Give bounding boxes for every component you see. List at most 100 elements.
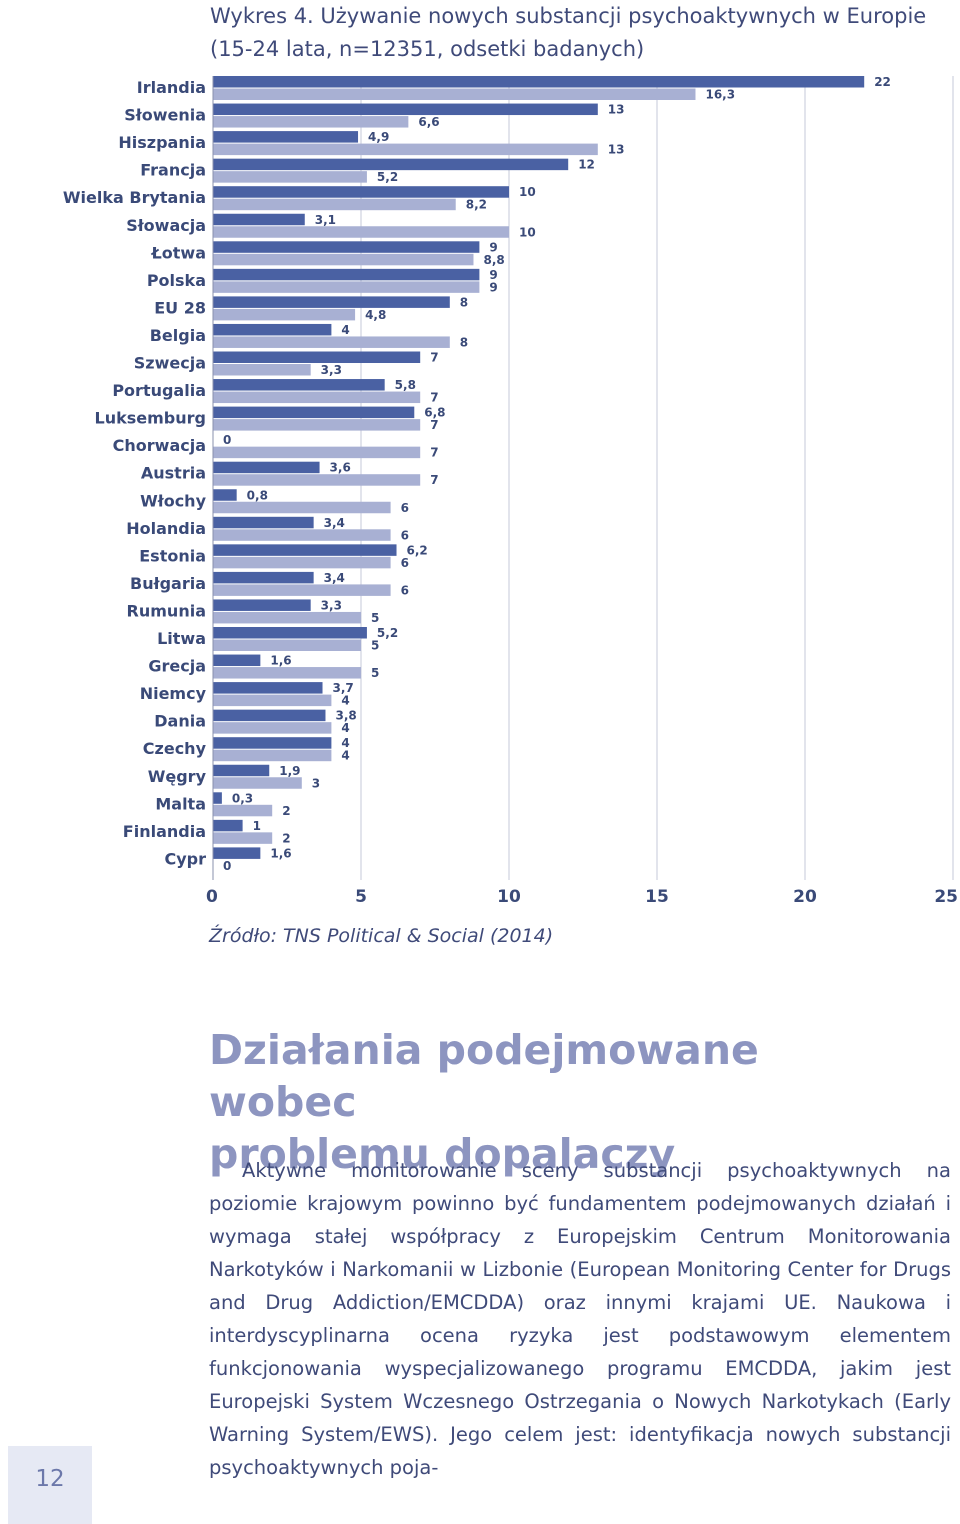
category-label: Austria [141,464,206,483]
bar-dark [213,268,480,281]
data-label-light: 6 [401,528,409,542]
data-label-dark: 5,2 [377,626,398,640]
page-number-box: 12 [8,1446,92,1524]
bar-light [213,584,391,596]
data-label-light: 2 [282,804,290,818]
data-label-light: 5 [371,666,379,680]
section-heading-line-2: problemu dopalaczy [209,1130,676,1178]
bar-dark [213,103,598,116]
x-tick-label: 10 [497,887,521,907]
data-label-dark: 22 [874,75,891,89]
bar-light [213,529,391,541]
bars [213,76,865,859]
data-label-dark: 3,1 [315,213,336,227]
bar-dark [213,516,314,529]
category-label: Włochy [140,491,206,510]
bar-light [213,749,332,762]
data-label-dark: 6,2 [407,543,428,557]
category-label: Holandia [126,519,206,538]
data-label-dark: 1,9 [279,764,300,778]
bar-light [213,667,361,679]
bar-light [213,143,598,156]
bar-dark [213,323,332,336]
data-label-light: 7 [430,473,438,487]
bar-dark [213,819,243,832]
data-label-light: 6 [401,583,409,597]
bar-light [213,391,421,404]
data-label-light: 6 [401,556,409,570]
category-label: Irlandia [137,78,206,97]
category-label: Polska [147,271,206,290]
bar-dark [213,406,415,419]
category-label: Chorwacja [113,436,206,455]
category-label: Dania [154,712,206,731]
category-label: Litwa [157,629,206,648]
data-label-light: 7 [430,418,438,432]
bar-dark [213,709,326,722]
data-label-dark: 0 [223,433,231,447]
bar-dark [213,544,397,556]
data-label-light: 0 [223,859,231,873]
data-label-dark: 5,8 [395,378,416,392]
category-label: Słowacja [126,216,206,235]
bar-light [213,281,480,293]
data-label-dark: 3,8 [335,709,356,723]
data-label-dark: 6,8 [424,406,445,420]
bar-light [213,501,391,514]
page-number: 12 [35,1466,65,1492]
category-label: Malta [155,794,206,813]
bar-light [213,364,311,376]
data-label-dark: 10 [519,185,536,199]
bar-dark [213,351,421,363]
data-label-dark: 3,6 [330,461,351,475]
bar-light [213,116,409,128]
data-label-dark: 7 [430,351,438,365]
data-label-dark: 4 [341,736,349,750]
category-label: Szwecja [134,354,206,373]
category-label: Czechy [143,739,207,758]
data-label-dark: 8 [460,295,468,309]
bar-light [213,419,421,431]
chart-title: Wykres 4. Używanie nowych substancji psy… [210,0,955,66]
category-label: Belgia [150,326,206,345]
data-label-dark: 1 [253,819,261,833]
bar-light [213,336,450,348]
bar-light [213,777,302,789]
bar-dark [213,296,450,308]
data-label-light: 4 [341,721,349,735]
x-tick-label: 20 [793,887,817,907]
category-label: Finlandia [123,822,206,841]
category-label: Niemcy [140,684,207,703]
section-heading: Działania podejmowane wobec problemu dop… [209,1024,909,1180]
bar-light [213,308,356,321]
bar-dark [213,186,509,198]
data-label-dark: 0,8 [247,488,268,502]
bar-light [213,171,367,183]
data-label-light: 10 [519,225,536,239]
data-label-light: 8,8 [483,253,504,267]
category-label: Cypr [164,849,206,868]
chart-title-line-1: Wykres 4. Używanie nowych substancji psy… [210,4,927,28]
category-labels: Irlandia Słowenia Hiszpania Francja Wielka B… [63,78,207,868]
data-label-dark: 1,6 [270,654,291,668]
bar-dark [213,489,237,501]
bar-light [213,253,474,266]
data-label-dark: 1,6 [270,846,291,860]
category-label: Bułgaria [130,574,206,593]
bar-dark [213,158,569,171]
bar-light [213,556,391,569]
category-label: Łotwa [151,243,207,262]
data-label-light: 4 [341,694,349,708]
data-label-light: 4 [341,749,349,763]
data-label-light: 7 [430,446,438,460]
data-label-dark: 3,4 [324,516,345,530]
data-label-light: 5 [371,639,379,653]
bar-dark [213,76,865,88]
category-label: Rumunia [127,601,206,620]
data-label-light: 5,2 [377,170,398,184]
bar-dark [213,764,270,777]
bar-dark [213,627,367,639]
data-label-light: 3,3 [321,363,342,377]
bar-dark [213,131,359,143]
bar-chart: Irlandia Słowenia Hiszpania Francja Wielka B… [63,75,958,907]
